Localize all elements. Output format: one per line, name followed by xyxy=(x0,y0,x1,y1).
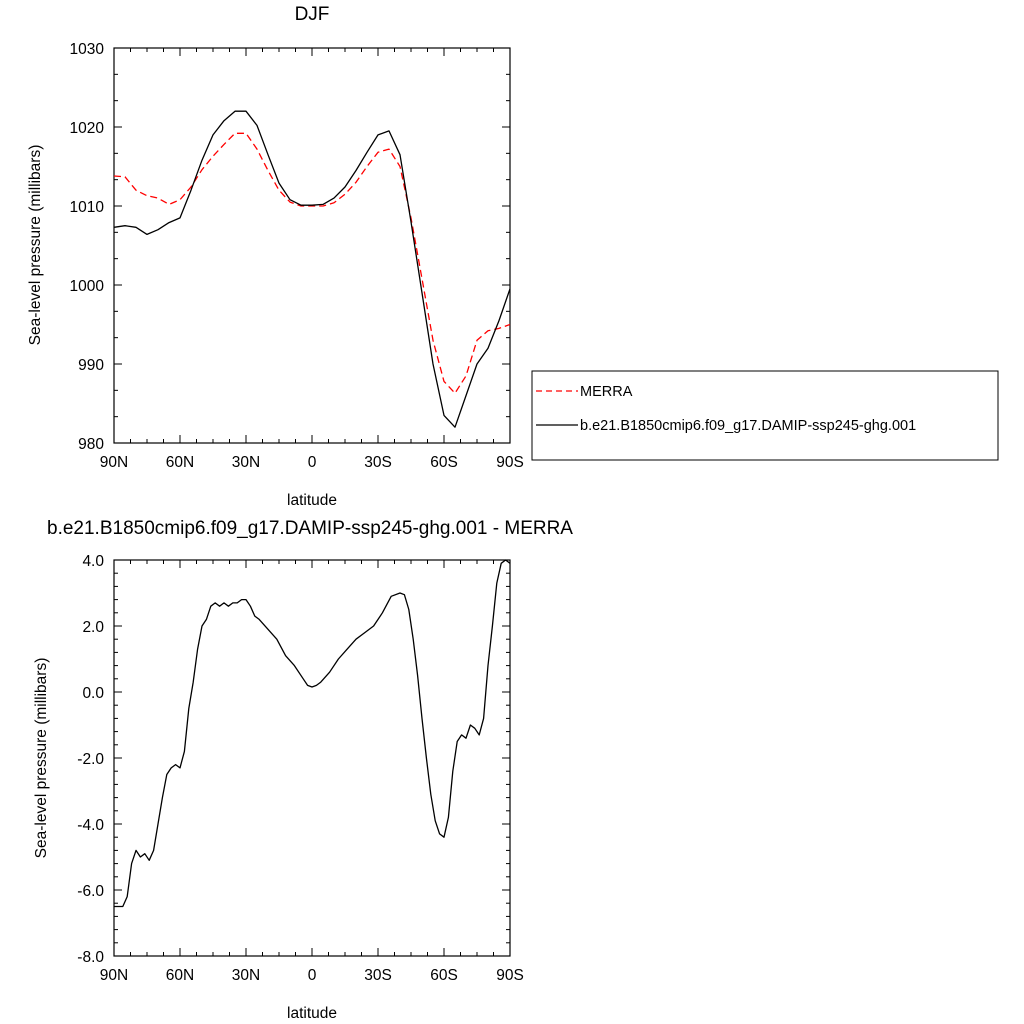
bottom-series-lines xyxy=(114,559,511,908)
top-chart-title: DJF xyxy=(295,4,330,25)
x-tick-label: 0 xyxy=(308,454,317,471)
x-tick-label: 90S xyxy=(496,454,524,471)
bottom-panel: b.e21.B1850cmip6.f09_g17.DAMIP-ssp245-gh… xyxy=(33,518,573,1022)
top-panel: DJF 980 990 1000 1010 1020 1030 90N 60N 30N 0 30S… xyxy=(27,4,524,509)
bottom-y-tick-labels: -8.0 -6.0 -4.0 -2.0 0.0 2.0 4.0 xyxy=(77,553,104,966)
legend: MERRA b.e21.B1850cmip6.f09_g17.DAMIP-ssp… xyxy=(531,370,999,461)
legend-label-model: b.e21.B1850cmip6.f09_g17.DAMIP-ssp245-gh… xyxy=(580,418,916,434)
y-tick-label: -8.0 xyxy=(77,949,104,966)
y-tick-label: 1020 xyxy=(70,120,105,137)
y-tick-label: 4.0 xyxy=(82,553,104,570)
x-tick-label: 30N xyxy=(232,454,260,471)
y-tick-label: 1010 xyxy=(70,199,105,216)
x-tick-label: 30S xyxy=(364,454,392,471)
y-tick-label: 980 xyxy=(78,436,104,453)
x-tick-label: 90S xyxy=(496,967,524,984)
x-tick-label: 30N xyxy=(232,967,260,984)
x-tick-label: 90N xyxy=(100,967,128,984)
x-tick-label: 60N xyxy=(166,454,194,471)
x-tick-label: 60S xyxy=(430,454,458,471)
y-tick-label: -2.0 xyxy=(77,751,104,768)
y-tick-label: 1000 xyxy=(70,278,105,295)
bottom-y-axis-title: Sea-level pressure (millibars) xyxy=(33,658,50,859)
bottom-chart-title: b.e21.B1850cmip6.f09_g17.DAMIP-ssp245-gh… xyxy=(47,518,573,539)
top-plot-frame xyxy=(113,47,511,444)
y-tick-label: 1030 xyxy=(70,41,105,58)
top-x-tick-labels: 90N 60N 30N 0 30S 60S 90S xyxy=(100,454,524,471)
y-tick-label: -4.0 xyxy=(77,817,104,834)
x-tick-label: 30S xyxy=(364,967,392,984)
legend-label-merra: MERRA xyxy=(580,384,633,400)
x-tick-label: 90N xyxy=(100,454,128,471)
legend-box xyxy=(531,370,999,461)
bottom-plot-frame xyxy=(113,559,511,957)
merra-line xyxy=(113,132,511,394)
top-y-tick-labels: 980 990 1000 1010 1020 1030 xyxy=(70,41,105,453)
y-tick-label: -6.0 xyxy=(77,883,104,900)
difference-line xyxy=(114,559,511,908)
top-y-axis-title: Sea-level pressure (millibars) xyxy=(27,145,44,346)
x-tick-label: 0 xyxy=(308,967,317,984)
top-series-lines xyxy=(113,110,511,428)
top-axis-ticks xyxy=(113,47,511,444)
b-e21-b1850cmip6-f09-g17-damip-ssp245-ghg-001-line xyxy=(113,110,511,428)
x-tick-label: 60S xyxy=(430,967,458,984)
y-tick-label: 2.0 xyxy=(82,619,104,636)
x-tick-label: 60N xyxy=(166,967,194,984)
y-tick-label: 990 xyxy=(78,357,104,374)
bottom-x-axis-title: latitude xyxy=(287,1005,337,1022)
bottom-axis-ticks xyxy=(113,559,511,957)
top-x-axis-title: latitude xyxy=(287,492,337,509)
bottom-x-tick-labels: 90N 60N 30N 0 30S 60S 90S xyxy=(100,967,524,984)
y-tick-label: 0.0 xyxy=(82,685,104,702)
